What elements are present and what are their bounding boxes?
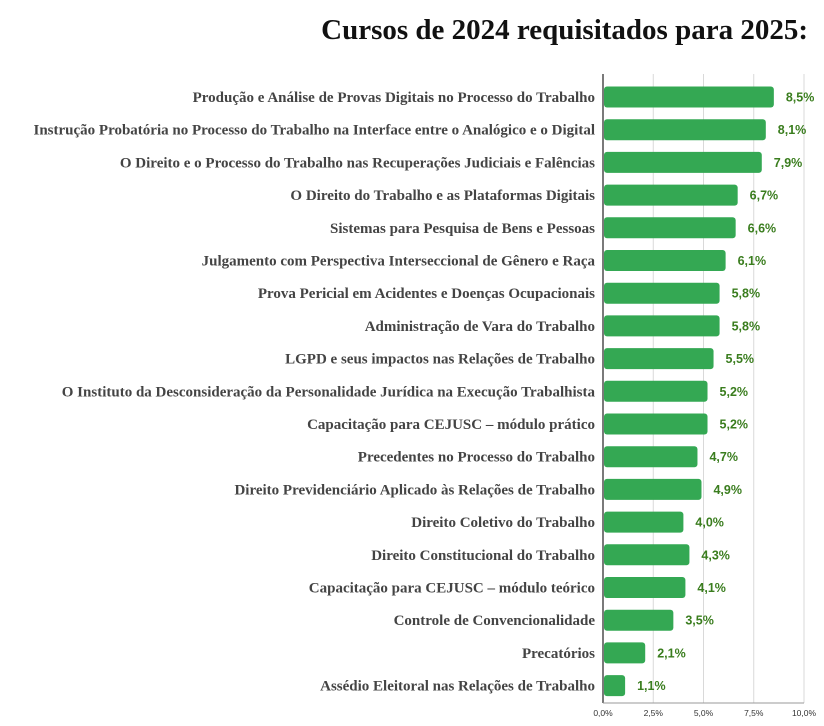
- x-tick-label: 10,0%: [792, 708, 817, 718]
- bar: [604, 250, 726, 271]
- value-label: 4,9%: [713, 483, 742, 497]
- category-label: Administração de Vara do Trabalho: [365, 319, 595, 335]
- x-tick-label: 0,0%: [593, 708, 613, 718]
- bar: [604, 413, 708, 435]
- category-label: Prova Pericial em Acidentes e Doenças Oc…: [258, 286, 595, 302]
- value-label: 6,1%: [738, 254, 767, 268]
- bar: [604, 217, 736, 239]
- bar: [604, 348, 714, 370]
- x-tick-label: 5,0%: [694, 708, 714, 718]
- category-label: Julgamento com Perspectiva Intersecciona…: [202, 254, 596, 270]
- bar: [604, 544, 690, 566]
- category-label: LGPD e seus impactos nas Relações de Tra…: [285, 352, 595, 368]
- axes: 0,0% 2,5% 5,0% 7,5% 10,0% Produção e Análise …: [34, 74, 817, 718]
- category-label: O Instituto da Desconsideração da Person…: [62, 384, 596, 400]
- bar: [604, 511, 684, 533]
- category-label: Capacitação para CEJUSC – módulo teórico: [309, 581, 595, 597]
- bar: [604, 151, 762, 173]
- value-label: 8,1%: [778, 123, 807, 137]
- bars: 8,5% 8,1% 7,9% 6,7% 6,6% 6,1% 5,8% 5,8% 5,5% 5,2%…: [604, 86, 815, 697]
- value-label: 5,8%: [732, 287, 761, 301]
- x-tick-label: 2,5%: [644, 708, 664, 718]
- bar: [604, 315, 720, 337]
- value-label: 2,1%: [657, 646, 686, 660]
- category-label: Sistemas para Pesquisa de Bens e Pessoas: [330, 221, 595, 237]
- category-label: O Direito do Trabalho e as Plataformas D…: [290, 188, 595, 204]
- category-label: Instrução Probatória no Processo do Trab…: [34, 123, 596, 139]
- value-label: 4,0%: [695, 516, 724, 530]
- category-label: Assédio Eleitoral nas Relações de Trabal…: [320, 679, 595, 695]
- bar: [604, 380, 708, 402]
- value-label: 1,1%: [637, 679, 666, 693]
- category-label: Capacitação para CEJUSC – módulo prático: [307, 417, 595, 433]
- category-label: Direito Coletivo do Trabalho: [411, 515, 595, 531]
- bar: [604, 577, 686, 598]
- bar: [604, 119, 766, 141]
- x-tick-label: 7,5%: [744, 708, 764, 718]
- category-label: Direito Constitucional do Trabalho: [371, 548, 595, 564]
- value-label: 6,6%: [748, 221, 777, 235]
- value-label: 5,2%: [720, 418, 749, 432]
- value-label: 8,5%: [786, 91, 815, 105]
- bar: [604, 86, 774, 108]
- category-label: Controle de Convencionalidade: [394, 613, 596, 629]
- value-label: 4,3%: [701, 548, 730, 562]
- value-label: 5,5%: [726, 352, 755, 366]
- bar: [604, 609, 674, 631]
- category-label: O Direito e o Processo do Trabalho nas R…: [120, 155, 595, 171]
- bar: [604, 478, 702, 500]
- bar: [604, 675, 626, 697]
- value-label: 7,9%: [774, 156, 803, 170]
- category-label: Produção e Análise de Provas Digitais no…: [193, 90, 595, 106]
- chart-title: Cursos de 2024 requisitados para 2025:: [321, 14, 808, 46]
- value-label: 4,7%: [709, 450, 738, 464]
- category-label: Precedentes no Processo do Trabalho: [358, 450, 595, 466]
- category-label: Direito Previdenciário Aplicado às Relaç…: [234, 482, 595, 498]
- bar: [604, 184, 738, 206]
- value-label: 4,1%: [697, 581, 726, 595]
- bar: [604, 446, 698, 468]
- bar: [604, 282, 720, 304]
- category-label: Precatórios: [522, 646, 595, 662]
- value-label: 5,8%: [732, 319, 761, 333]
- value-label: 3,5%: [685, 614, 714, 628]
- value-label: 5,2%: [720, 385, 749, 399]
- bar: [604, 642, 646, 664]
- value-label: 6,7%: [750, 189, 779, 203]
